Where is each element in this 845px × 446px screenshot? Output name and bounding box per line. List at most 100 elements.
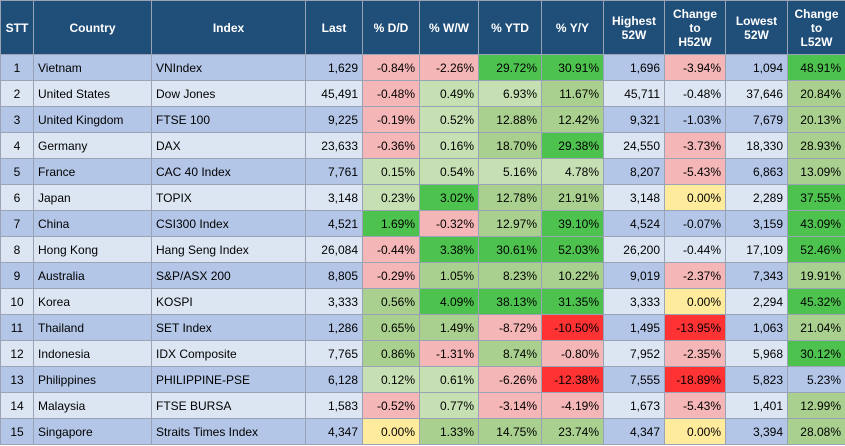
cell-country: Thailand (33, 314, 152, 341)
cell-pct-dd: -0.44% (362, 236, 420, 263)
cell-pct-ww: 0.77% (419, 392, 479, 419)
header-chg-low-line3: L52W (800, 34, 833, 49)
cell-change-to-h52w: -0.07% (664, 210, 726, 237)
cell-pct-dd: -0.36% (362, 132, 420, 159)
cell-pct-ytd: -6.26% (478, 366, 542, 393)
cell-highest-52w: 26,200 (603, 236, 665, 263)
cell-index: IDX Composite (151, 340, 306, 367)
cell-highest-52w: 1,696 (603, 54, 665, 81)
header-chg-low-line2: to (810, 20, 823, 35)
cell-pct-dd: 0.65% (362, 314, 420, 341)
cell-pct-ww: 0.16% (419, 132, 479, 159)
cell-pct-ytd: 12.88% (478, 106, 542, 133)
cell-pct-ytd: 14.75% (478, 418, 542, 445)
cell-pct-ww: -1.31% (419, 340, 479, 367)
cell-pct-dd: -0.52% (362, 392, 420, 419)
cell-pct-yy: 52.03% (541, 236, 604, 263)
cell-change-to-l52w: 5.23% (787, 366, 845, 393)
cell-stt: 4 (0, 132, 34, 159)
cell-stt: 8 (0, 236, 34, 263)
cell-index: Hang Seng Index (151, 236, 306, 263)
cell-pct-ytd: 8.74% (478, 340, 542, 367)
cell-stt: 11 (0, 314, 34, 341)
cell-change-to-h52w: -18.89% (664, 366, 726, 393)
header-change-to-l52w: Change to L52W (787, 0, 845, 55)
cell-pct-ww: 0.49% (419, 80, 479, 107)
cell-pct-ww: 0.61% (419, 366, 479, 393)
cell-lowest-52w: 5,968 (725, 340, 788, 367)
cell-highest-52w: 3,148 (603, 184, 665, 211)
cell-lowest-52w: 5,823 (725, 366, 788, 393)
cell-country: Indonesia (33, 340, 152, 367)
cell-last: 45,491 (305, 80, 363, 107)
cell-highest-52w: 1,673 (603, 392, 665, 419)
cell-stt: 9 (0, 262, 34, 289)
cell-stt: 5 (0, 158, 34, 185)
cell-change-to-h52w: -3.73% (664, 132, 726, 159)
cell-lowest-52w: 18,330 (725, 132, 788, 159)
cell-pct-ww: 3.02% (419, 184, 479, 211)
cell-pct-yy: 23.74% (541, 418, 604, 445)
header-stt: STT (0, 0, 34, 55)
cell-change-to-l52w: 28.08% (787, 418, 845, 445)
cell-country: Australia (33, 262, 152, 289)
table-row: 15 Singapore Straits Times Index 4,347 0.00%… (0, 418, 845, 445)
cell-index: VNIndex (151, 54, 306, 81)
cell-pct-dd: -0.48% (362, 80, 420, 107)
cell-pct-yy: -10.50% (541, 314, 604, 341)
header-lowest-line1: Lowest (735, 13, 778, 28)
header-dd: % D/D (362, 0, 420, 55)
cell-change-to-h52w: -0.48% (664, 80, 726, 107)
cell-highest-52w: 9,321 (603, 106, 665, 133)
cell-pct-ytd: 38.13% (478, 288, 542, 315)
cell-pct-yy: -0.80% (541, 340, 604, 367)
cell-pct-yy: 39.10% (541, 210, 604, 237)
header-row: STT Country Index Last % D/D % W/W % YTD… (0, 0, 845, 55)
header-lowest-line2: 52W (744, 27, 769, 42)
cell-last: 26,084 (305, 236, 363, 263)
table-row: 7 China CSI300 Index 4,521 1.69% -0.32% 12.97%… (0, 210, 845, 237)
cell-pct-ytd: -8.72% (478, 314, 542, 341)
cell-lowest-52w: 1,401 (725, 392, 788, 419)
table-row: 10 Korea KOSPI 3,333 0.56% 4.09% 38.13% 31.35% 3… (0, 288, 845, 315)
header-highest-line1: Highest (611, 13, 656, 28)
cell-country: Japan (33, 184, 152, 211)
cell-pct-dd: -0.29% (362, 262, 420, 289)
cell-change-to-h52w: 0.00% (664, 418, 726, 445)
cell-lowest-52w: 2,289 (725, 184, 788, 211)
cell-stt: 6 (0, 184, 34, 211)
table-body: 1 Vietnam VNIndex 1,629 -0.84% -2.26% 29.72% 30… (0, 54, 845, 445)
header-index: Index (151, 0, 306, 55)
cell-highest-52w: 7,952 (603, 340, 665, 367)
cell-pct-ww: -0.32% (419, 210, 479, 237)
cell-change-to-l52w: 28.93% (787, 132, 845, 159)
cell-highest-52w: 24,550 (603, 132, 665, 159)
table-row: 14 Malaysia FTSE BURSA 1,583 -0.52% 0.77% -3.1… (0, 392, 845, 419)
cell-last: 7,761 (305, 158, 363, 185)
cell-highest-52w: 4,347 (603, 418, 665, 445)
cell-index: S&P/ASX 200 (151, 262, 306, 289)
cell-change-to-l52w: 45.32% (787, 288, 845, 315)
table-row: 5 France CAC 40 Index 7,761 0.15% 0.54% 5.16% 4… (0, 158, 845, 185)
cell-last: 4,347 (305, 418, 363, 445)
table-row: 13 Philippines PHILIPPINE-PSE 6,128 0.12% 0.6… (0, 366, 845, 393)
cell-pct-dd: -0.19% (362, 106, 420, 133)
cell-pct-yy: -4.19% (541, 392, 604, 419)
cell-lowest-52w: 6,863 (725, 158, 788, 185)
cell-highest-52w: 1,495 (603, 314, 665, 341)
cell-pct-ytd: 18.70% (478, 132, 542, 159)
cell-pct-dd: 0.56% (362, 288, 420, 315)
table-row: 9 Australia S&P/ASX 200 8,805 -0.29% 1.05% 8.2… (0, 262, 845, 289)
header-chg-high-line2: to (689, 20, 701, 35)
table-row: 4 Germany DAX 23,633 -0.36% 0.16% 18.70% 29.38%… (0, 132, 845, 159)
cell-stt: 1 (0, 54, 34, 81)
cell-pct-ytd: 8.23% (478, 262, 542, 289)
cell-lowest-52w: 7,343 (725, 262, 788, 289)
cell-pct-yy: 29.38% (541, 132, 604, 159)
header-change-to-h52w: Change to H52W (664, 0, 726, 55)
header-chg-high-line1: Change (672, 6, 717, 21)
cell-pct-ww: -2.26% (419, 54, 479, 81)
cell-stt: 10 (0, 288, 34, 315)
cell-change-to-l52w: 12.99% (787, 392, 845, 419)
cell-change-to-h52w: -1.03% (664, 106, 726, 133)
